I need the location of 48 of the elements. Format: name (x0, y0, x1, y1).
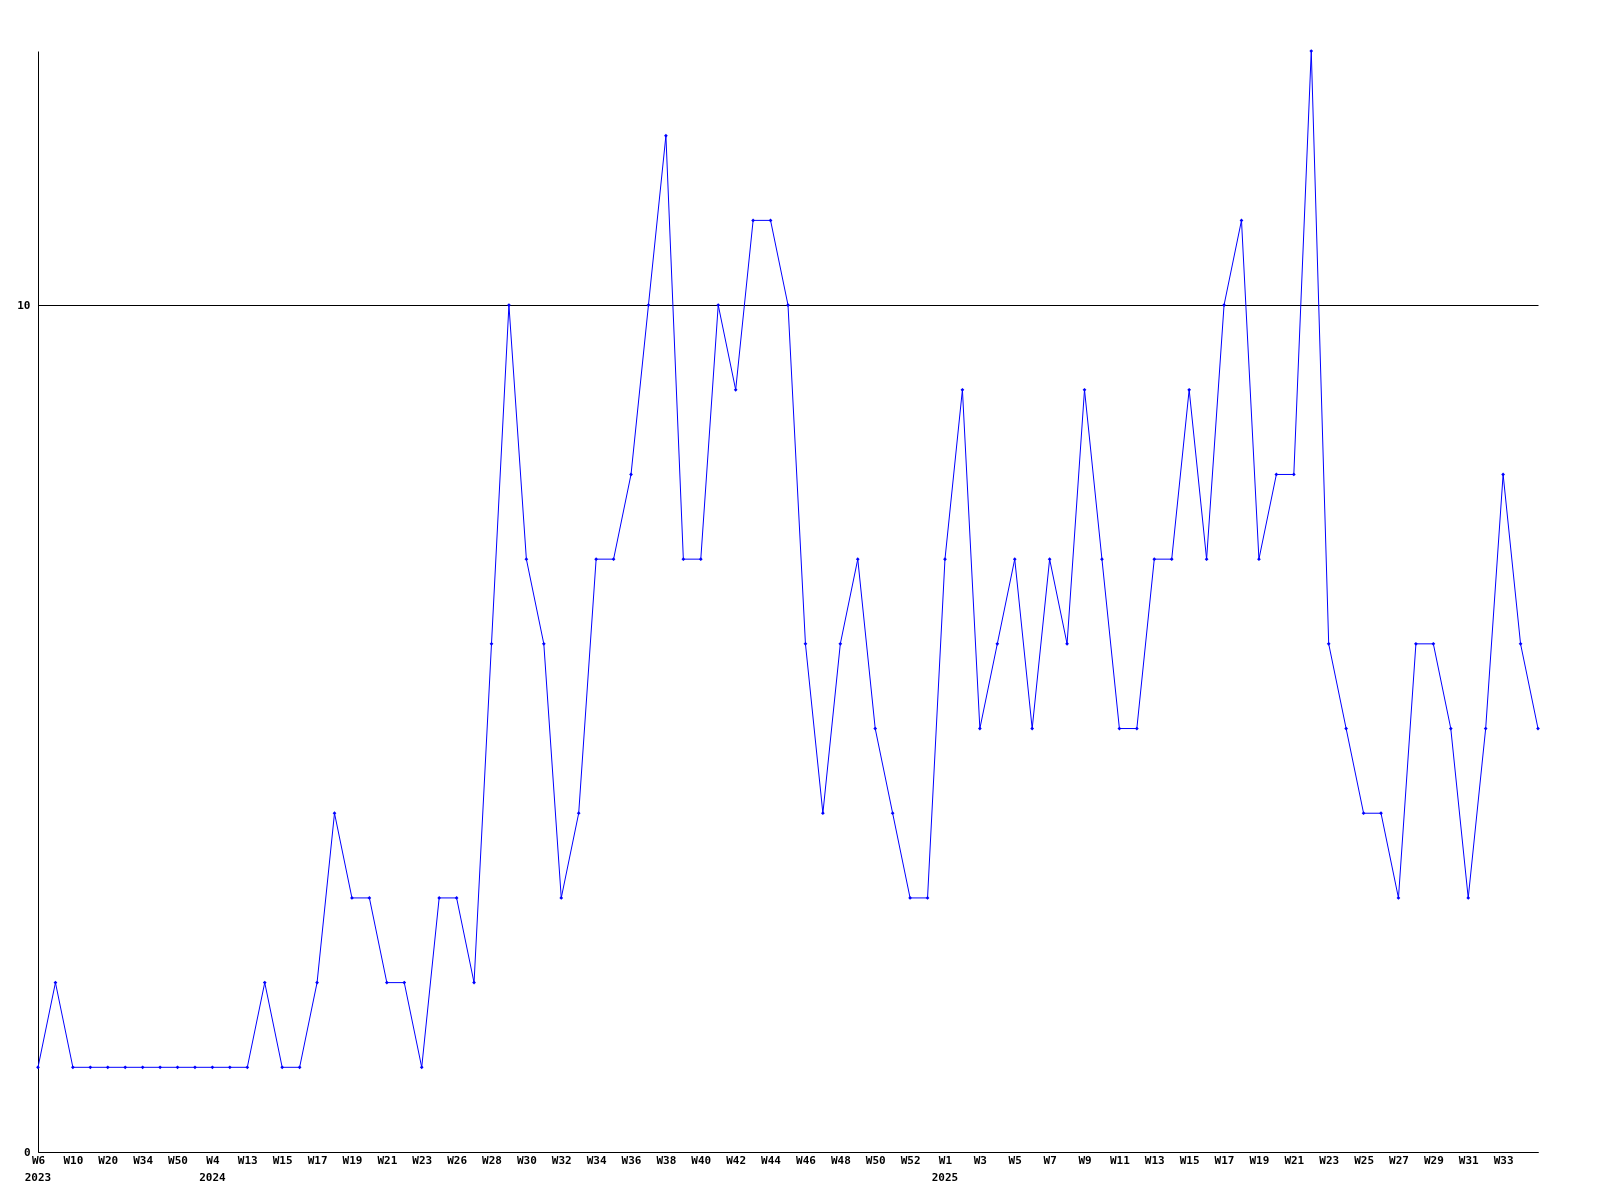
x-tick-label: W33 (1493, 1153, 1514, 1167)
x-tick-label: W19 (1249, 1153, 1270, 1167)
x-tick-label: W21 (1284, 1153, 1305, 1167)
x-tick-label: W19 (342, 1153, 363, 1167)
x-tick-label: W50 (168, 1153, 188, 1167)
x-tick-label: W32 (551, 1153, 572, 1167)
x-tick-label: W3 (973, 1153, 987, 1167)
x-tick-label: W48 (830, 1153, 851, 1167)
x-tick-label: W9 (1078, 1153, 1092, 1167)
x-tick-label: W40 (691, 1153, 712, 1167)
x-tick-label: W5 (1008, 1153, 1022, 1167)
x-tick-label: W20 (98, 1153, 119, 1167)
x-tick-label: W34 (133, 1153, 154, 1167)
x-tick-label: W31 (1458, 1153, 1480, 1167)
x-tick-label: W50 (865, 1153, 886, 1167)
x-tick-label: W42 (726, 1153, 747, 1167)
x-tick-label: W13 (1144, 1153, 1165, 1167)
text: 2024 (199, 1171, 227, 1184)
x-tick-label: W17 (307, 1153, 328, 1167)
x-tick-label: W36 (621, 1153, 642, 1167)
text: 2025 (931, 1171, 959, 1184)
x-tick-label: W25 (1354, 1153, 1375, 1167)
x-tick-label: W44 (761, 1153, 782, 1167)
x-tick-label: W30 (516, 1153, 537, 1167)
x-tick-label: W46 (796, 1153, 817, 1167)
text: 2023 (24, 1171, 52, 1184)
y-tick-label: 10 (17, 298, 31, 312)
x-tick-label: W38 (656, 1153, 677, 1167)
x-tick-label: W7 (1043, 1153, 1057, 1167)
x-tick-label: W23 (412, 1153, 433, 1167)
x-tick-label: W13 (237, 1153, 258, 1167)
x-tick-label: W10 (63, 1153, 84, 1167)
x-tick-label: W21 (377, 1153, 398, 1167)
x-tick-label: W1 (938, 1153, 953, 1167)
x-tick-label: W29 (1423, 1153, 1444, 1167)
x-tick-label: W27 (1389, 1153, 1409, 1167)
x-tick-label: W11 (1109, 1153, 1131, 1167)
x-tick-label: W15 (272, 1153, 293, 1167)
x-tick-label: W52 (900, 1153, 921, 1167)
x-tick-label: W17 (1214, 1153, 1235, 1167)
y-tick-label: 0 (23, 1145, 31, 1159)
x-tick-label: W26 (447, 1153, 468, 1167)
x-tick-label: W34 (586, 1153, 607, 1167)
x-tick-label: W6 (31, 1153, 46, 1167)
x-tick-label: W28 (482, 1153, 502, 1167)
x-tick-label: W15 (1179, 1153, 1200, 1167)
x-tick-label: W23 (1319, 1153, 1340, 1167)
x-tick-label: W4 (206, 1153, 220, 1167)
